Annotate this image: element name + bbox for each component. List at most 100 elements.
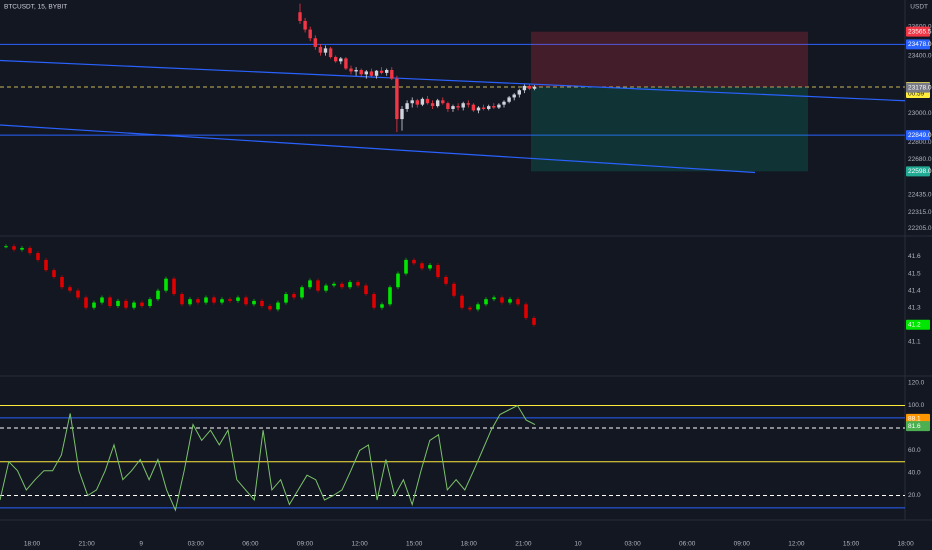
candle-body bbox=[425, 98, 430, 104]
y-tick-label: 22680.0 bbox=[908, 156, 932, 163]
y-tick-label: 41.6 bbox=[908, 253, 921, 260]
pane bbox=[0, 404, 905, 512]
price-tag-label: 41.2 bbox=[908, 321, 921, 328]
candle-body bbox=[497, 104, 501, 108]
candle-body bbox=[372, 294, 376, 308]
candle-body bbox=[374, 70, 379, 76]
x-tick-label: 03:00 bbox=[624, 541, 641, 548]
trend-line bbox=[0, 124, 756, 174]
candle-body bbox=[349, 68, 353, 72]
countdown: 00:59 bbox=[908, 91, 925, 98]
x-tick-label: 18:00 bbox=[24, 541, 41, 548]
candle-body bbox=[318, 46, 323, 53]
candle-body bbox=[516, 299, 520, 305]
x-tick-label: 12:00 bbox=[351, 541, 368, 548]
candle-body bbox=[380, 304, 384, 308]
candle-body bbox=[502, 101, 506, 105]
candle-body bbox=[369, 71, 374, 76]
candle-body bbox=[484, 299, 488, 305]
candle-body bbox=[492, 297, 496, 300]
candle-body bbox=[303, 20, 307, 30]
y-tick-label: 41.3 bbox=[908, 304, 921, 311]
candle-body bbox=[36, 253, 40, 260]
candle-body bbox=[446, 103, 450, 109]
candle-body bbox=[44, 259, 48, 271]
price-tag-label: 81.6 bbox=[908, 423, 921, 430]
candle-body bbox=[415, 100, 419, 105]
candle-body bbox=[140, 302, 144, 306]
price-tag-label: 22849.0 bbox=[908, 132, 932, 139]
x-tick-label: 9 bbox=[139, 541, 143, 548]
x-tick-label: 15:00 bbox=[843, 541, 860, 548]
candle-body bbox=[430, 103, 435, 107]
candle-body bbox=[444, 276, 448, 284]
pane bbox=[4, 244, 536, 327]
candle-body bbox=[532, 86, 537, 89]
candle-body bbox=[292, 294, 296, 298]
candle-body bbox=[52, 270, 56, 277]
candle-body bbox=[12, 246, 16, 250]
y-tick-label: 41.5 bbox=[908, 270, 921, 277]
y-tick-label: 22205.0 bbox=[908, 225, 932, 232]
candle-body bbox=[172, 278, 176, 295]
price-tag-label: 22598.0 bbox=[908, 168, 932, 175]
candle-body bbox=[76, 290, 80, 298]
x-tick-label: 21:00 bbox=[78, 541, 95, 548]
chart-title: BTCUSDT, 15, BYBIT bbox=[4, 4, 67, 11]
candle-body bbox=[461, 103, 465, 108]
price-tag bbox=[906, 82, 930, 93]
candle-body bbox=[156, 290, 160, 300]
candle-body bbox=[84, 297, 88, 308]
price-tag-label: 23565.5 bbox=[908, 28, 932, 35]
candle-body bbox=[313, 38, 317, 47]
candle-body bbox=[400, 108, 404, 120]
oscillator-line bbox=[0, 404, 536, 512]
candle-body bbox=[476, 304, 480, 310]
y-tick-label: 20.0 bbox=[908, 492, 921, 499]
candle-body bbox=[396, 273, 400, 288]
x-tick-label: 15:00 bbox=[406, 541, 423, 548]
price-tag-label: 23478.0 bbox=[908, 41, 932, 48]
candle-body bbox=[532, 317, 536, 325]
candle-body bbox=[451, 106, 455, 109]
candle-body bbox=[300, 287, 304, 298]
pane bbox=[0, 3, 905, 174]
candle-body bbox=[339, 58, 343, 62]
candle-body bbox=[388, 287, 392, 305]
currency: USDT bbox=[910, 4, 928, 11]
candle-body bbox=[460, 295, 464, 308]
price-tag bbox=[906, 166, 930, 177]
candle-body bbox=[456, 106, 460, 108]
candle-body bbox=[124, 300, 128, 308]
candle-body bbox=[395, 78, 399, 120]
y-tick-label: 41.1 bbox=[908, 339, 921, 346]
candle-body bbox=[316, 280, 320, 291]
candle-body bbox=[436, 265, 440, 277]
y-tick-label: 23000.0 bbox=[908, 110, 932, 117]
candle-body bbox=[436, 100, 440, 107]
trend-line bbox=[0, 59, 905, 102]
y-tick-label: 40.0 bbox=[908, 470, 921, 477]
price-tag bbox=[906, 39, 930, 50]
x-tick-label: 12:00 bbox=[788, 541, 805, 548]
price-tag bbox=[906, 421, 930, 432]
candle-body bbox=[132, 302, 136, 308]
candle-body bbox=[252, 300, 256, 305]
candle-body bbox=[364, 71, 368, 75]
candle-body bbox=[332, 283, 336, 286]
x-tick-label: 03:00 bbox=[188, 541, 205, 548]
candle-body bbox=[420, 98, 425, 105]
candle-body bbox=[492, 106, 496, 108]
candle-body bbox=[404, 259, 408, 274]
candle-body bbox=[390, 70, 394, 79]
x-tick-label: 09:00 bbox=[734, 541, 751, 548]
candle-body bbox=[364, 285, 368, 295]
candle-body bbox=[188, 299, 192, 305]
price-tag bbox=[906, 130, 930, 141]
y-tick-label: 60.0 bbox=[908, 447, 921, 454]
candle-body bbox=[385, 70, 389, 73]
x-tick-label: 18:00 bbox=[897, 541, 914, 548]
candle-body bbox=[524, 304, 528, 318]
candle-body bbox=[228, 299, 232, 301]
candle-body bbox=[517, 90, 521, 95]
